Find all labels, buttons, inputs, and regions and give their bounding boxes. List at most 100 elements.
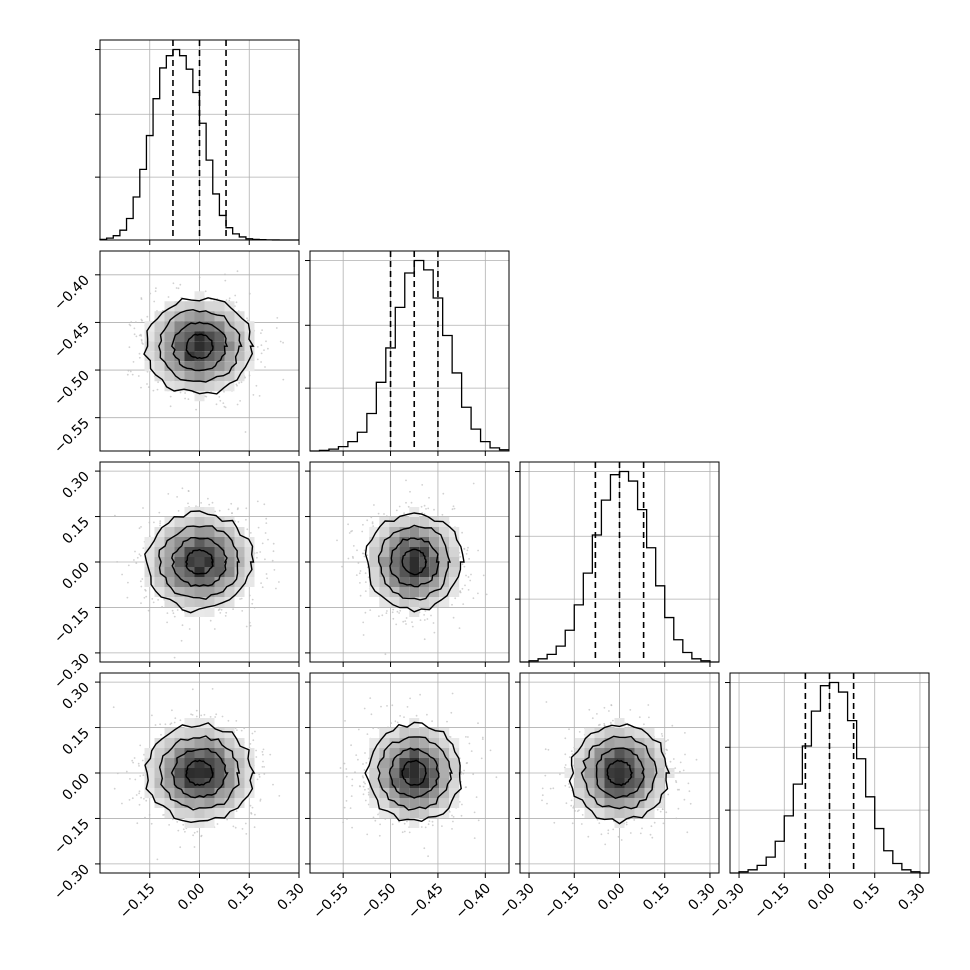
scatter-point bbox=[406, 706, 409, 708]
scatter-point bbox=[367, 576, 370, 579]
density-cell bbox=[409, 577, 420, 587]
scatter-point bbox=[171, 818, 174, 821]
scatter-point bbox=[195, 408, 198, 411]
scatter-point bbox=[196, 830, 199, 833]
scatter-point bbox=[269, 753, 272, 756]
density-cell bbox=[234, 748, 245, 758]
axes-frame bbox=[99, 461, 300, 663]
density-cell bbox=[429, 597, 440, 607]
density-cell bbox=[204, 507, 215, 517]
scatter-point bbox=[241, 610, 244, 612]
scatter-point bbox=[128, 346, 131, 349]
density-cell bbox=[184, 808, 195, 818]
density-cell bbox=[194, 507, 205, 517]
scatter-point bbox=[246, 317, 248, 320]
scatter-point bbox=[464, 584, 466, 587]
density-cell bbox=[224, 311, 235, 322]
density-cell bbox=[194, 567, 205, 577]
axes-frame bbox=[519, 461, 720, 663]
scatter-point bbox=[245, 507, 248, 510]
scatter-point bbox=[419, 693, 421, 696]
density-cell bbox=[184, 597, 195, 607]
scatter-point bbox=[159, 723, 162, 726]
scatter-point bbox=[262, 753, 264, 756]
density-cell bbox=[214, 587, 225, 597]
scatter-point bbox=[225, 611, 228, 614]
density-cell bbox=[204, 371, 215, 382]
scatter-point bbox=[139, 580, 142, 583]
scatter-point bbox=[431, 720, 433, 723]
scatter-point bbox=[187, 502, 189, 505]
scatter-point bbox=[144, 588, 147, 591]
scatter-point bbox=[135, 562, 138, 564]
scatter-point bbox=[385, 612, 388, 614]
scatter-point bbox=[255, 756, 258, 758]
density-cell bbox=[429, 517, 440, 527]
scatter-point bbox=[200, 502, 203, 504]
scatter-point bbox=[148, 535, 151, 538]
contour-level-2 bbox=[170, 747, 229, 799]
scatter-point bbox=[195, 715, 198, 718]
scatter-point bbox=[230, 502, 233, 505]
density-cell bbox=[439, 567, 450, 577]
density-cell bbox=[439, 547, 450, 557]
density-cell bbox=[224, 537, 235, 547]
scatter-point bbox=[114, 514, 116, 517]
scatter-point bbox=[452, 616, 455, 619]
scatter-point bbox=[132, 361, 135, 363]
scatter-point bbox=[264, 532, 267, 534]
scatter-point bbox=[364, 799, 367, 802]
density-cell bbox=[214, 738, 225, 748]
density-cell bbox=[369, 567, 380, 577]
scatter-point bbox=[364, 611, 367, 614]
density-cell bbox=[379, 557, 390, 567]
scatter-point bbox=[386, 705, 388, 707]
density-cell bbox=[194, 547, 205, 557]
density-cell bbox=[184, 798, 195, 808]
scatter-point bbox=[258, 776, 261, 778]
scatter-point bbox=[154, 290, 157, 293]
scatter-point bbox=[259, 798, 262, 801]
density-cell bbox=[164, 567, 175, 577]
density-cell bbox=[154, 321, 165, 332]
density-cell bbox=[369, 557, 380, 567]
density-cell bbox=[214, 577, 225, 587]
density-cell bbox=[409, 567, 420, 577]
scatter-point bbox=[470, 573, 472, 576]
scatter-point bbox=[477, 549, 479, 552]
scatter-point bbox=[441, 513, 444, 516]
density-cell bbox=[214, 808, 225, 818]
scatter-point bbox=[125, 770, 128, 773]
scatter-point bbox=[132, 761, 135, 764]
density-cell bbox=[144, 758, 155, 768]
scatter-point bbox=[406, 820, 408, 823]
scatter-point bbox=[193, 831, 196, 834]
scatter-point bbox=[411, 621, 413, 623]
scatter-point bbox=[410, 501, 413, 504]
scatter-point bbox=[174, 717, 177, 720]
scatter-point bbox=[222, 402, 225, 404]
scatter-point bbox=[262, 760, 264, 763]
density-cell bbox=[184, 728, 195, 738]
density-cell bbox=[419, 587, 430, 597]
density-cell bbox=[194, 381, 205, 392]
axes-frame bbox=[99, 39, 300, 241]
scatter-point bbox=[237, 521, 240, 523]
scatter-point bbox=[153, 521, 155, 524]
scatter-point bbox=[452, 816, 455, 818]
scatter-point bbox=[217, 609, 220, 611]
density-cell bbox=[389, 597, 400, 607]
scatter-point bbox=[431, 824, 434, 827]
density-cell bbox=[194, 788, 205, 798]
scatter-point bbox=[256, 358, 259, 361]
scatter-point bbox=[188, 628, 191, 630]
scatter-point bbox=[258, 395, 261, 397]
density-cell bbox=[174, 361, 185, 372]
density-cell bbox=[214, 301, 225, 312]
scatter-point bbox=[345, 775, 348, 778]
scatter-point bbox=[453, 507, 456, 510]
density-cell bbox=[204, 587, 215, 597]
density-cell bbox=[194, 291, 205, 302]
scatter-point bbox=[176, 821, 179, 823]
scatter-point bbox=[245, 833, 248, 835]
